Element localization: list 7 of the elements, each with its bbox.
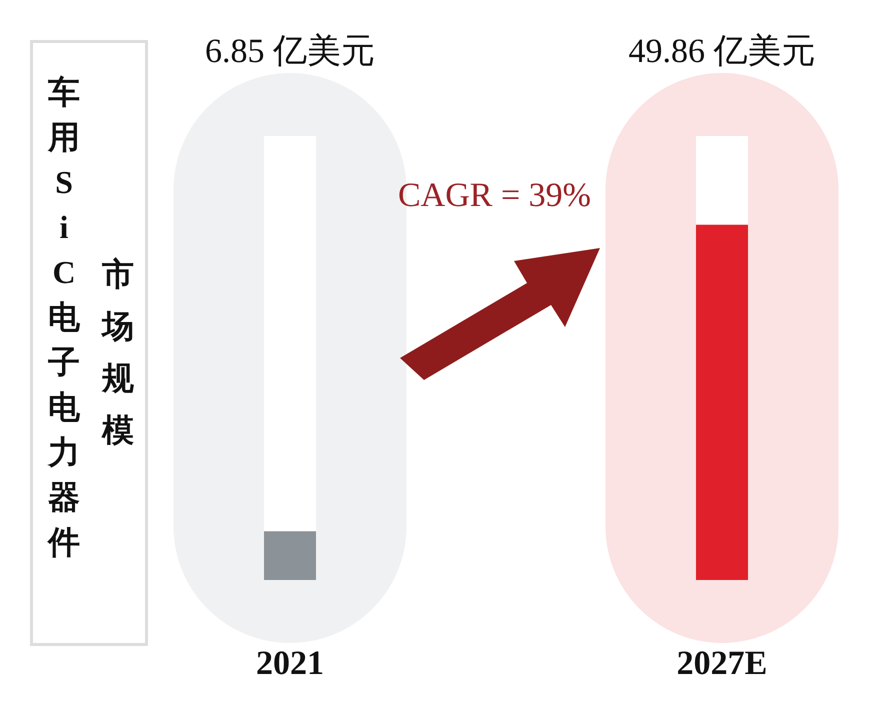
data-label: 6.85 亿美元	[205, 32, 375, 70]
x-tick-label: 2027E	[676, 645, 768, 682]
x-tick-label: 2021	[256, 645, 324, 682]
chart-title: 车用SiC电子电力器件	[48, 74, 80, 560]
text: CAGR = 39%	[398, 177, 591, 214]
data-label: 49.86 亿美元	[628, 32, 816, 70]
text: 市场规模	[100, 255, 135, 450]
